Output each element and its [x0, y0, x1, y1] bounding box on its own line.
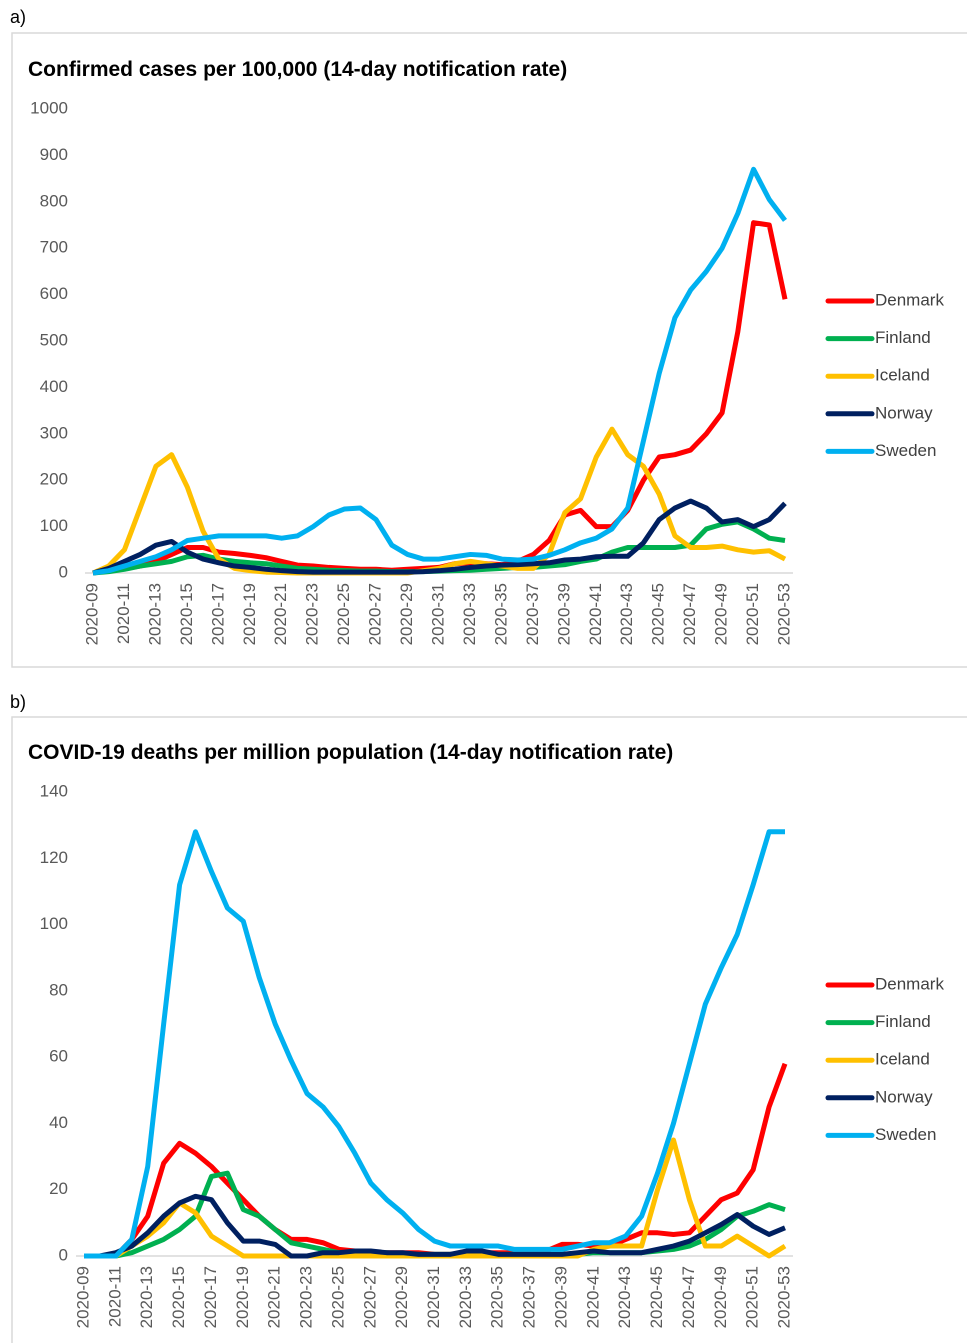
legend-label: Finland [875, 328, 931, 347]
y-tick-label: 300 [40, 423, 68, 442]
y-tick-label: 500 [40, 330, 68, 349]
x-tick-label: 2020-45 [649, 583, 668, 645]
x-tick-label: 2020-53 [774, 583, 793, 645]
series-line [84, 1193, 786, 1259]
x-tick-label: 2020-53 [774, 1266, 793, 1328]
chart-title: COVID-19 deaths per million population (… [28, 741, 673, 764]
legend-label: Iceland [875, 1050, 930, 1069]
x-tick-label: 2020-09 [73, 1266, 92, 1328]
y-tick-label: 140 [40, 781, 68, 800]
y-tick-label: 900 [40, 145, 68, 164]
x-tick-label: 2020-41 [583, 1266, 602, 1328]
y-tick-label: 20 [49, 1179, 68, 1198]
y-tick-label: 1000 [30, 98, 68, 117]
x-tick-label: 2020-39 [554, 583, 573, 645]
x-tick-label: 2020-43 [617, 583, 636, 645]
y-tick-label: 40 [49, 1113, 68, 1132]
x-tick-label: 2020-23 [297, 1266, 316, 1328]
x-tick-label: 2020-23 [303, 583, 322, 645]
x-tick-label: 2020-31 [428, 583, 447, 645]
y-tick-label: 120 [40, 848, 68, 867]
x-tick-label: 2020-43 [615, 1266, 634, 1328]
x-tick-label: 2020-47 [680, 583, 699, 645]
x-tick-label: 2020-21 [265, 1266, 284, 1328]
series-line [84, 829, 785, 1259]
x-tick-label: 2020-11 [105, 1266, 124, 1327]
x-tick-label: 2020-29 [392, 1266, 411, 1328]
x-tick-label: 2020-51 [743, 1266, 762, 1328]
chart-frame [11, 32, 967, 668]
x-tick-label: 2020-17 [201, 1266, 220, 1328]
legend-label: Sweden [875, 441, 936, 460]
y-tick-label: 400 [40, 377, 68, 396]
y-tick-label: 0 [59, 1245, 68, 1264]
x-tick-label: 2020-33 [460, 583, 479, 645]
x-tick-label: 2020-41 [586, 583, 605, 645]
x-tick-label: 2020-15 [169, 1266, 188, 1328]
x-tick-label: 2020-11 [114, 583, 133, 644]
y-tick-label: 600 [40, 284, 68, 303]
legend-label: Sweden [875, 1125, 936, 1144]
chart-title: Confirmed cases per 100,000 (14-day noti… [28, 58, 567, 81]
y-tick-label: 0 [59, 562, 68, 581]
y-tick-label: 700 [40, 238, 68, 257]
x-tick-label: 2020-39 [551, 1266, 570, 1328]
y-tick-label: 200 [40, 470, 68, 489]
legend-label: Denmark [875, 290, 944, 309]
y-tick-label: 60 [49, 1047, 68, 1066]
chart-frame [11, 716, 967, 1343]
legend-label: Norway [875, 403, 933, 422]
x-tick-label: 2020-51 [743, 583, 762, 645]
x-tick-label: 2020-19 [233, 1266, 252, 1328]
series-line [92, 166, 787, 576]
y-tick-label: 800 [40, 191, 68, 210]
x-tick-label: 2020-49 [711, 1266, 730, 1328]
x-tick-label: 2020-35 [488, 1266, 507, 1328]
x-tick-label: 2020-25 [334, 583, 353, 645]
y-tick-label: 100 [40, 914, 68, 933]
x-tick-label: 2020-29 [397, 583, 416, 645]
x-tick-label: 2020-15 [177, 583, 196, 645]
x-tick-label: 2020-27 [360, 1266, 379, 1328]
x-tick-label: 2020-17 [208, 583, 227, 645]
y-tick-label: 100 [40, 516, 68, 535]
x-tick-label: 2020-35 [491, 583, 510, 645]
x-tick-label: 2020-09 [82, 583, 101, 645]
x-tick-label: 2020-31 [424, 1266, 443, 1328]
x-tick-label: 2020-33 [456, 1266, 475, 1328]
legend-label: Finland [875, 1012, 931, 1031]
x-tick-label: 2020-45 [647, 1266, 666, 1328]
x-tick-label: 2020-47 [679, 1266, 698, 1328]
y-tick-label: 80 [49, 980, 68, 999]
x-tick-label: 2020-27 [366, 583, 385, 645]
x-tick-label: 2020-25 [328, 1266, 347, 1328]
legend-label: Norway [875, 1087, 933, 1106]
x-tick-label: 2020-13 [145, 583, 164, 645]
legend-label: Iceland [875, 366, 930, 385]
legend-label: Denmark [875, 974, 944, 993]
x-tick-label: 2020-37 [523, 583, 542, 645]
panel-label: b) [10, 692, 26, 712]
series-line [92, 498, 787, 576]
x-tick-label: 2020-13 [137, 1266, 156, 1328]
x-tick-label: 2020-19 [240, 583, 259, 645]
x-tick-label: 2020-21 [271, 583, 290, 645]
x-tick-label: 2020-37 [520, 1266, 539, 1328]
panel-label: a) [10, 7, 26, 27]
x-tick-label: 2020-49 [712, 583, 731, 645]
